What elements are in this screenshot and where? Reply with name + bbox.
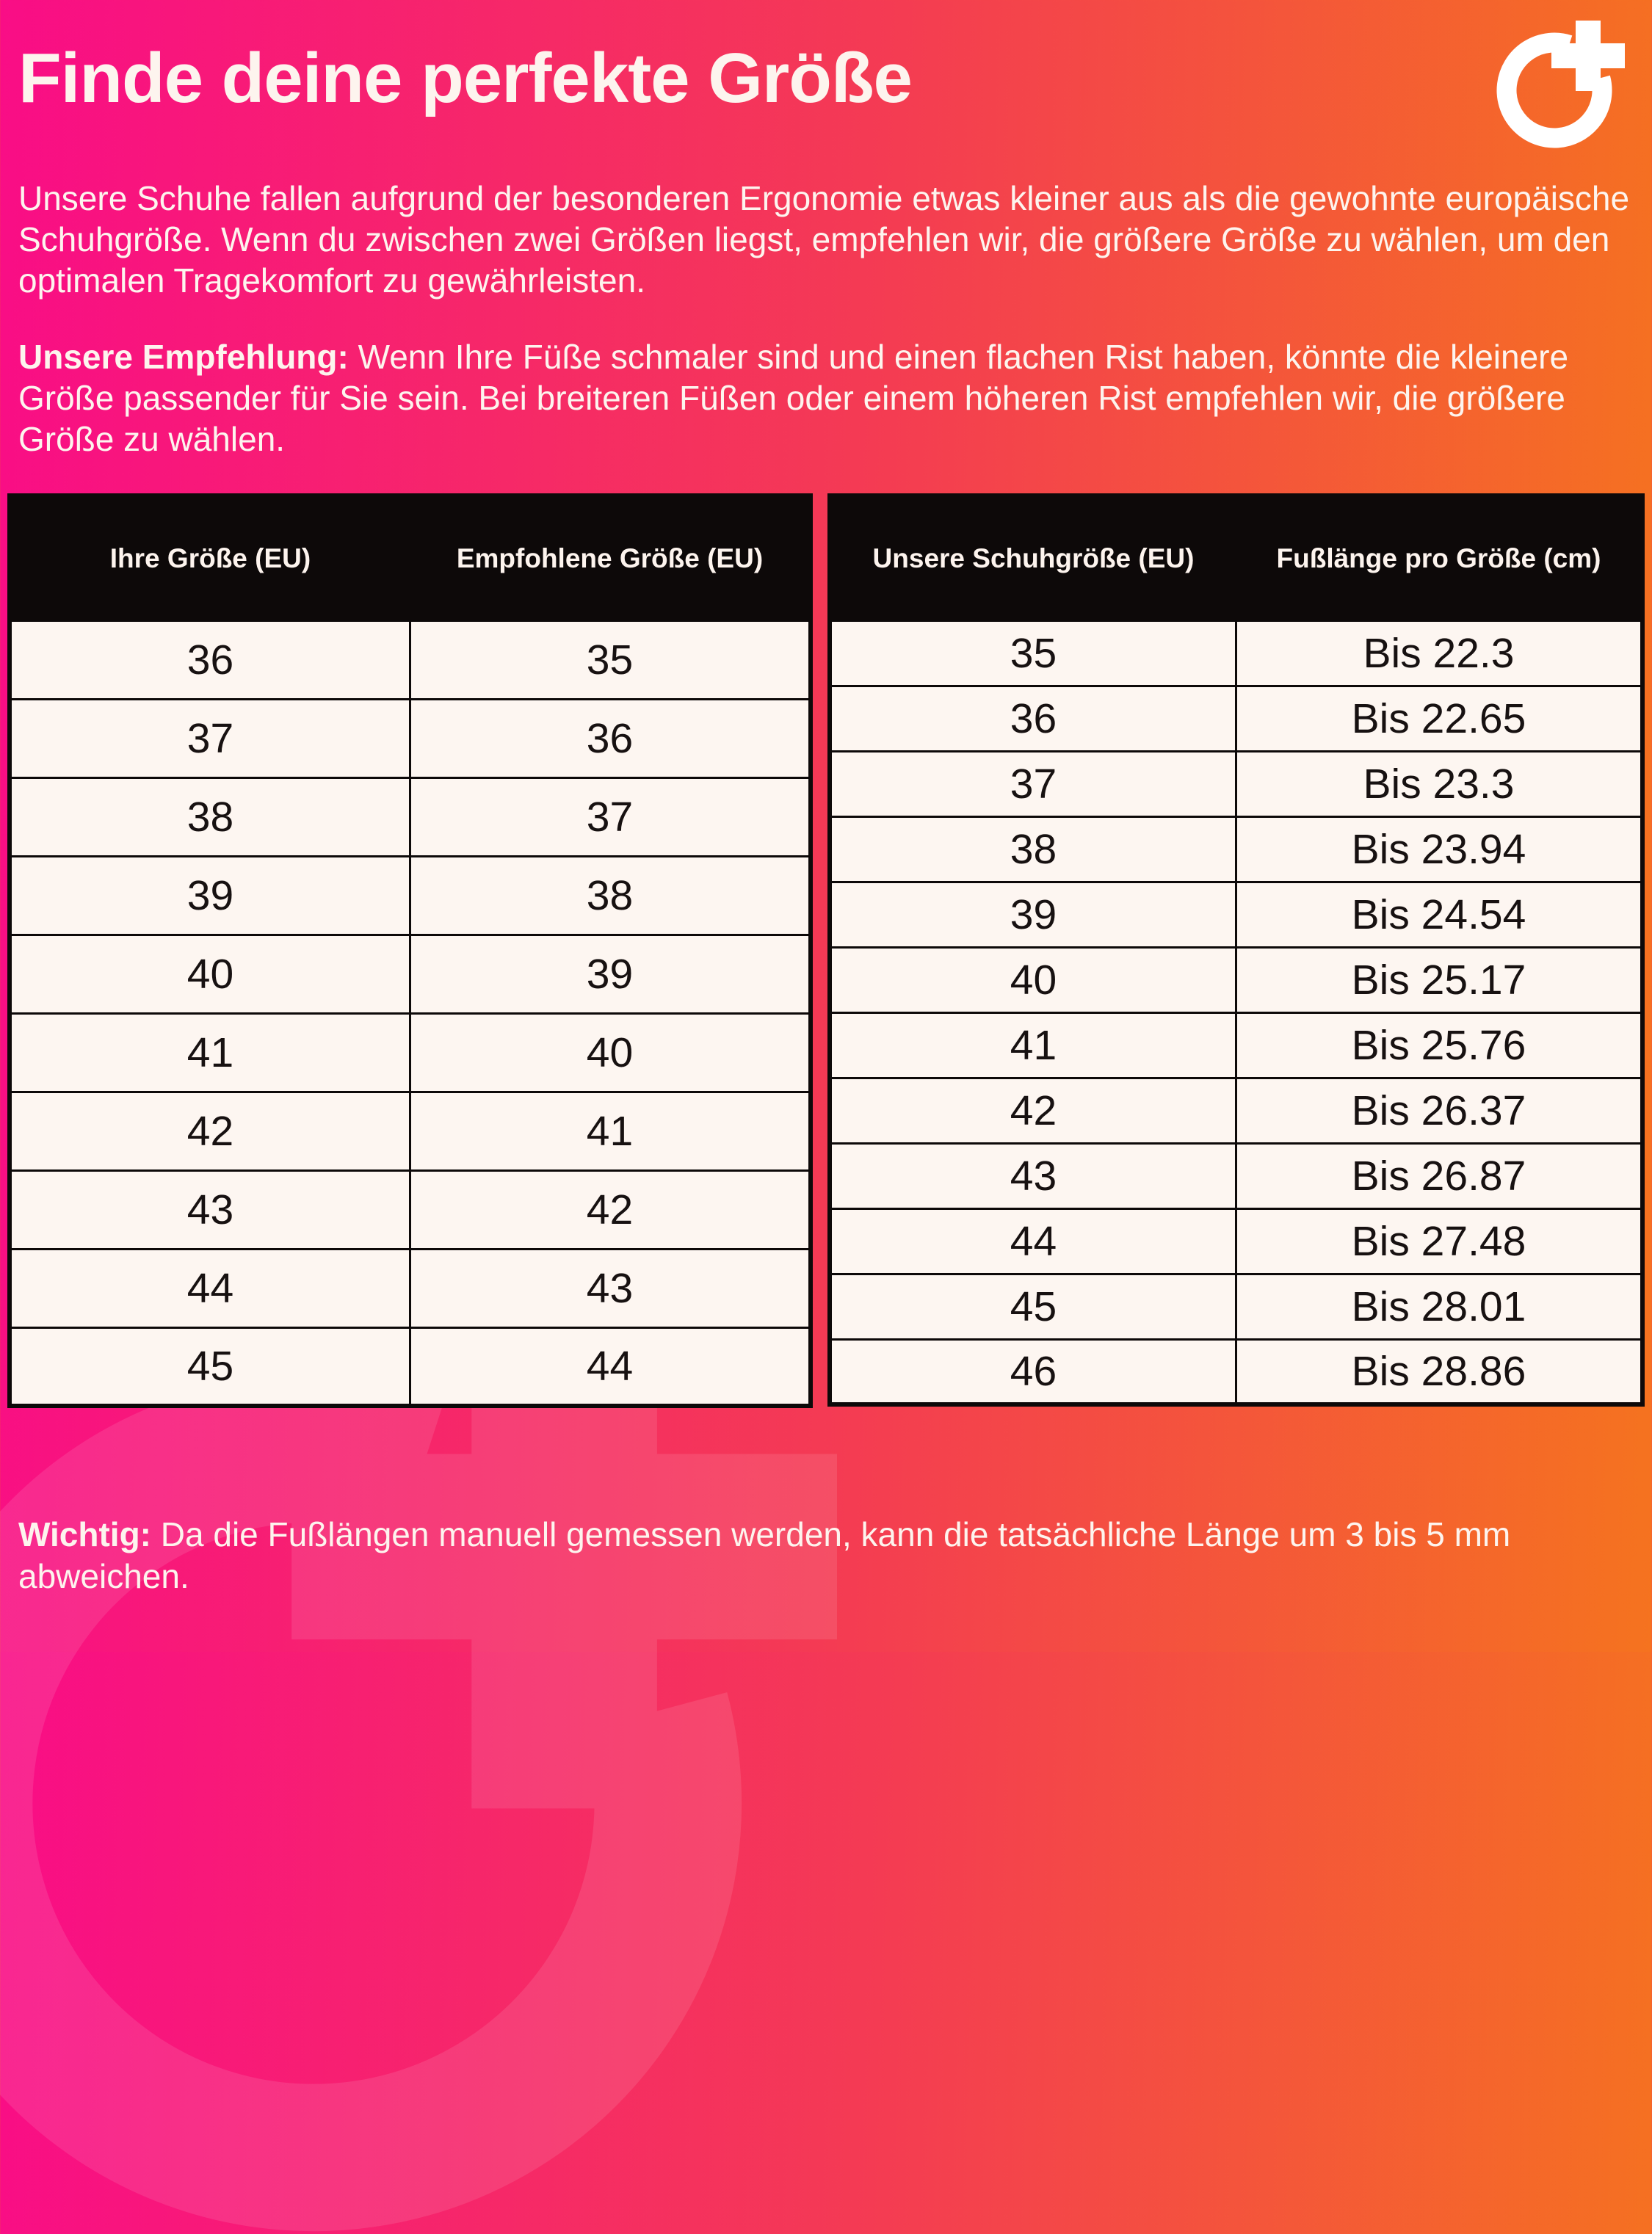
table-cell-your-size: 38: [8, 776, 411, 857]
table-cell-shoe-size: 36: [828, 684, 1237, 752]
table-cell-your-size: 40: [8, 933, 411, 1015]
table-row: 40 Bis 25.17: [828, 946, 1644, 1014]
table-row: 46 Bis 28.86: [828, 1338, 1644, 1406]
tables-row: Ihre Größe (EU) Empfohlene Größe (EU) 36…: [7, 493, 1645, 1408]
table-row: 37 36: [8, 697, 812, 779]
column-header-foot-length: Fußlänge pro Größe (cm): [1235, 494, 1644, 622]
table-cell-shoe-size: 42: [828, 1076, 1237, 1145]
note-body: Da die Fußlängen manuell gemessen werden…: [18, 1515, 1511, 1595]
table-row: 35 Bis 22.3: [828, 619, 1644, 687]
table-cell-recommended-size: 35: [409, 619, 812, 700]
table-cell-foot-length: Bis 25.17: [1235, 946, 1644, 1014]
table-row: 37 Bis 23.3: [828, 750, 1644, 818]
recommendation-label: Unsere Empfehlung:: [18, 338, 349, 376]
table-row: 45 Bis 28.01: [828, 1272, 1644, 1341]
table-row: 38 Bis 23.94: [828, 815, 1644, 883]
table-cell-foot-length: Bis 23.94: [1235, 815, 1644, 883]
table-cell-foot-length: Bis 26.37: [1235, 1076, 1644, 1145]
table-cell-shoe-size: 43: [828, 1142, 1237, 1210]
table-row: 43 Bis 26.87: [828, 1142, 1644, 1210]
table-cell-foot-length: Bis 26.87: [1235, 1142, 1644, 1210]
table-cell-recommended-size: 38: [409, 855, 812, 936]
table-cell-foot-length: Bis 28.01: [1235, 1272, 1644, 1341]
table-row: 36 35: [8, 619, 812, 700]
table-row: 40 39: [8, 933, 812, 1015]
table-cell-foot-length: Bis 22.65: [1235, 684, 1644, 752]
column-header-your-size: Ihre Größe (EU): [8, 494, 411, 622]
intro-paragraph: Unsere Schuhe fallen aufgrund der besond…: [18, 179, 1630, 300]
table-cell-your-size: 36: [8, 619, 411, 700]
table-cell-foot-length: Bis 25.76: [1235, 1011, 1644, 1079]
circle-plus-watermark-icon: [0, 1285, 837, 2232]
table-row: 41 Bis 25.76: [828, 1011, 1644, 1079]
foot-length-table: Unsere Schuhgröße (EU) Fußlänge pro Größ…: [827, 493, 1645, 1407]
table-cell-recommended-size: 43: [409, 1247, 812, 1329]
table-row: 42 41: [8, 1090, 812, 1172]
table-row: 42 Bis 26.37: [828, 1076, 1644, 1145]
table-cell-shoe-size: 39: [828, 880, 1237, 949]
table-cell-shoe-size: 45: [828, 1272, 1237, 1341]
table-cell-recommended-size: 41: [409, 1090, 812, 1172]
table-cell-recommended-size: 40: [409, 1012, 812, 1093]
table-cell-your-size: 42: [8, 1090, 411, 1172]
size-guide-infographic: { "page": { "title": "Finde deine perfek…: [0, 0, 1652, 1652]
table-cell-foot-length: Bis 28.86: [1235, 1338, 1644, 1406]
table-cell-foot-length: Bis 23.3: [1235, 750, 1644, 818]
size-conversion-header-row: Ihre Größe (EU) Empfohlene Größe (EU): [8, 494, 812, 622]
table-cell-your-size: 45: [8, 1326, 411, 1407]
table-row: 39 Bis 24.54: [828, 880, 1644, 949]
size-conversion-table: Ihre Größe (EU) Empfohlene Größe (EU) 36…: [7, 493, 813, 1408]
table-cell-recommended-size: 39: [409, 933, 812, 1015]
foot-length-header-row: Unsere Schuhgröße (EU) Fußlänge pro Größ…: [828, 494, 1644, 622]
note-label: Wichtig:: [18, 1515, 151, 1553]
table-cell-shoe-size: 44: [828, 1207, 1237, 1275]
table-cell-recommended-size: 36: [409, 697, 812, 779]
recommendation-body: Wenn Ihre Füße schmaler sind und einen f…: [18, 338, 1569, 458]
table-cell-shoe-size: 38: [828, 815, 1237, 883]
table-cell-shoe-size: 41: [828, 1011, 1237, 1079]
column-header-our-shoe-size: Unsere Schuhgröße (EU): [828, 494, 1237, 622]
table-cell-your-size: 41: [8, 1012, 411, 1093]
table-row: 44 Bis 27.48: [828, 1207, 1644, 1275]
table-cell-your-size: 37: [8, 697, 411, 779]
table-row: 44 43: [8, 1247, 812, 1329]
table-cell-your-size: 44: [8, 1247, 411, 1329]
table-row: 45 44: [8, 1326, 812, 1407]
table-row: 36 Bis 22.65: [828, 684, 1644, 752]
table-cell-shoe-size: 40: [828, 946, 1237, 1014]
table-cell-recommended-size: 42: [409, 1169, 812, 1250]
column-header-recommended-size: Empfohlene Größe (EU): [409, 494, 812, 622]
page-title: Finde deine perfekte Größe: [18, 39, 913, 117]
table-cell-your-size: 39: [8, 855, 411, 936]
table-cell-recommended-size: 37: [409, 776, 812, 857]
table-cell-foot-length: Bis 22.3: [1235, 619, 1644, 687]
recommendation-paragraph: Unsere Empfehlung: Wenn Ihre Füße schmal…: [18, 336, 1645, 460]
circle-plus-logo-icon: [1496, 21, 1625, 148]
table-cell-foot-length: Bis 27.48: [1235, 1207, 1644, 1275]
table-cell-foot-length: Bis 24.54: [1235, 880, 1644, 949]
table-row: 41 40: [8, 1012, 812, 1093]
table-row: 43 42: [8, 1169, 812, 1250]
table-cell-recommended-size: 44: [409, 1326, 812, 1407]
important-note: Wichtig: Da die Fußlängen manuell gemess…: [18, 1514, 1626, 1597]
table-cell-shoe-size: 35: [828, 619, 1237, 687]
table-row: 38 37: [8, 776, 812, 857]
table-cell-your-size: 43: [8, 1169, 411, 1250]
table-cell-shoe-size: 37: [828, 750, 1237, 818]
table-cell-shoe-size: 46: [828, 1338, 1237, 1406]
table-row: 39 38: [8, 855, 812, 936]
